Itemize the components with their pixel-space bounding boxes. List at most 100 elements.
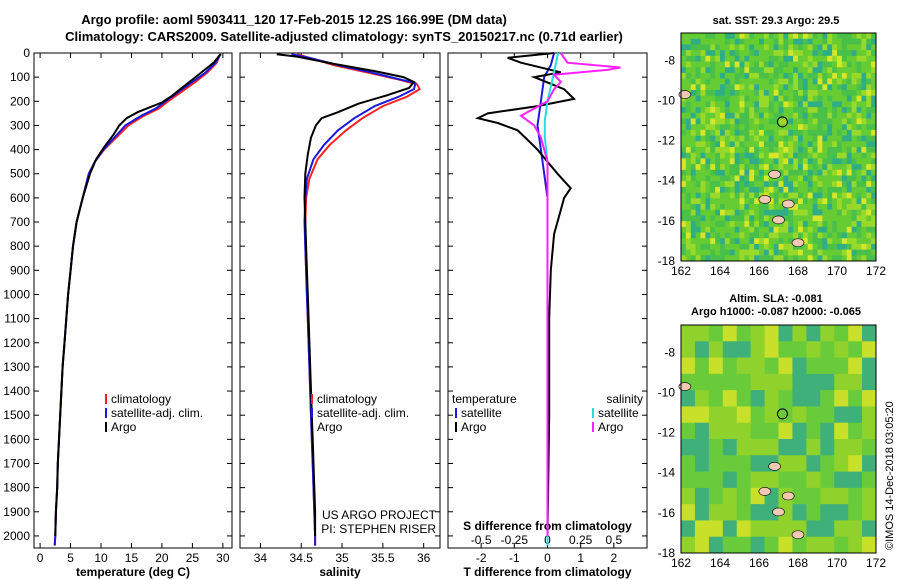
- map-cell: [715, 129, 721, 137]
- map-cell: [798, 135, 804, 142]
- map-cell: [841, 95, 848, 102]
- map-cell: [841, 55, 848, 62]
- map-cell: [817, 107, 823, 114]
- map-cell: [685, 101, 692, 108]
- map-cell: [871, 215, 877, 222]
- map-cell: [710, 255, 716, 262]
- map-cell: [802, 141, 809, 148]
- map-cell: [773, 164, 779, 171]
- map-cell: [681, 215, 687, 222]
- map-cell: [778, 90, 784, 97]
- map-cell: [715, 72, 721, 80]
- map-cell: [851, 164, 857, 171]
- map-cell: [778, 55, 784, 62]
- map-cell: [841, 152, 848, 159]
- map-lat-tick-label: -16: [658, 214, 676, 228]
- map-cell: [841, 38, 848, 45]
- map-cell: [792, 439, 807, 456]
- map-cell: [793, 78, 799, 85]
- map-cell: [759, 129, 765, 137]
- map-cell: [695, 118, 701, 125]
- map-cell: [700, 232, 706, 239]
- map-cell: [695, 55, 701, 62]
- legend-title-salinity: salinity: [606, 392, 643, 406]
- map-cell: [827, 221, 833, 228]
- map-cell: [768, 243, 775, 251]
- map-cell: [710, 215, 716, 222]
- series-line-temperature-argo: [474, 52, 577, 536]
- map-cell: [783, 67, 789, 74]
- map-cell: [841, 164, 848, 171]
- map-lon-tick-label: 162: [671, 556, 691, 570]
- map-cell: [792, 406, 807, 424]
- map-lat-tick-label: -16: [658, 506, 676, 520]
- map-cell: [822, 61, 828, 68]
- map-cell: [802, 147, 809, 154]
- map-cell: [856, 198, 862, 205]
- map-cell: [734, 186, 740, 194]
- map-cell: [802, 226, 809, 233]
- map-cell: [736, 373, 752, 391]
- map-cell: [724, 124, 731, 131]
- map-cell: [798, 33, 804, 40]
- map-cell: [812, 243, 818, 251]
- map-cell: [861, 33, 867, 40]
- map-cell: [798, 95, 804, 102]
- map-cell: [700, 147, 706, 154]
- map-cell: [690, 232, 697, 239]
- map-cell: [848, 455, 863, 473]
- map-cell: [832, 175, 838, 182]
- map-cell: [832, 255, 838, 262]
- map-cell: [715, 147, 721, 154]
- map-cell: [807, 147, 814, 154]
- map-cell: [856, 255, 862, 262]
- map-cell: [778, 455, 793, 473]
- map-cell: [720, 152, 726, 159]
- map-cell: [802, 38, 809, 45]
- map-cell: [768, 44, 775, 51]
- map-cell: [783, 118, 789, 125]
- map-cell: [806, 325, 821, 342]
- map-cell: [754, 243, 760, 251]
- map-cell: [695, 164, 701, 171]
- y-tick-label: 1800: [3, 481, 30, 495]
- map-cell: [846, 72, 853, 80]
- map-cell: [841, 72, 848, 80]
- map-cell: [708, 325, 724, 342]
- map-cell: [705, 192, 711, 199]
- map-cell: [720, 232, 726, 239]
- map-cell: [763, 186, 770, 194]
- map-cell: [685, 72, 692, 80]
- map-cell: [783, 101, 789, 108]
- map-cell: [837, 249, 843, 256]
- map-cell: [807, 61, 814, 68]
- map-cell: [720, 33, 726, 40]
- map-cell: [866, 67, 872, 74]
- map-cell: [861, 112, 867, 119]
- map-cell: [763, 101, 770, 108]
- map-cell: [754, 186, 760, 194]
- map-cell: [861, 221, 867, 228]
- map-cell: [848, 504, 863, 521]
- map-cell: [739, 72, 745, 80]
- map-cell: [729, 84, 736, 91]
- map-cell: [695, 129, 701, 137]
- map-cell: [778, 520, 793, 538]
- map-cell: [861, 67, 867, 74]
- map-cell: [822, 129, 828, 137]
- map-cell: [788, 33, 794, 40]
- map-cell: [861, 147, 867, 154]
- map-cell: [695, 44, 701, 51]
- island-shape: [791, 530, 805, 540]
- map-cell: [783, 158, 789, 165]
- map-cell: [812, 141, 818, 148]
- map-cell: [817, 181, 823, 188]
- map-cell: [798, 55, 804, 62]
- map-cell: [759, 78, 765, 85]
- map-cell: [788, 90, 794, 97]
- map-cell: [768, 158, 775, 165]
- map-cell: [841, 61, 848, 68]
- map-cell: [871, 90, 877, 97]
- map-cell: [754, 90, 760, 97]
- map-cell: [871, 232, 877, 239]
